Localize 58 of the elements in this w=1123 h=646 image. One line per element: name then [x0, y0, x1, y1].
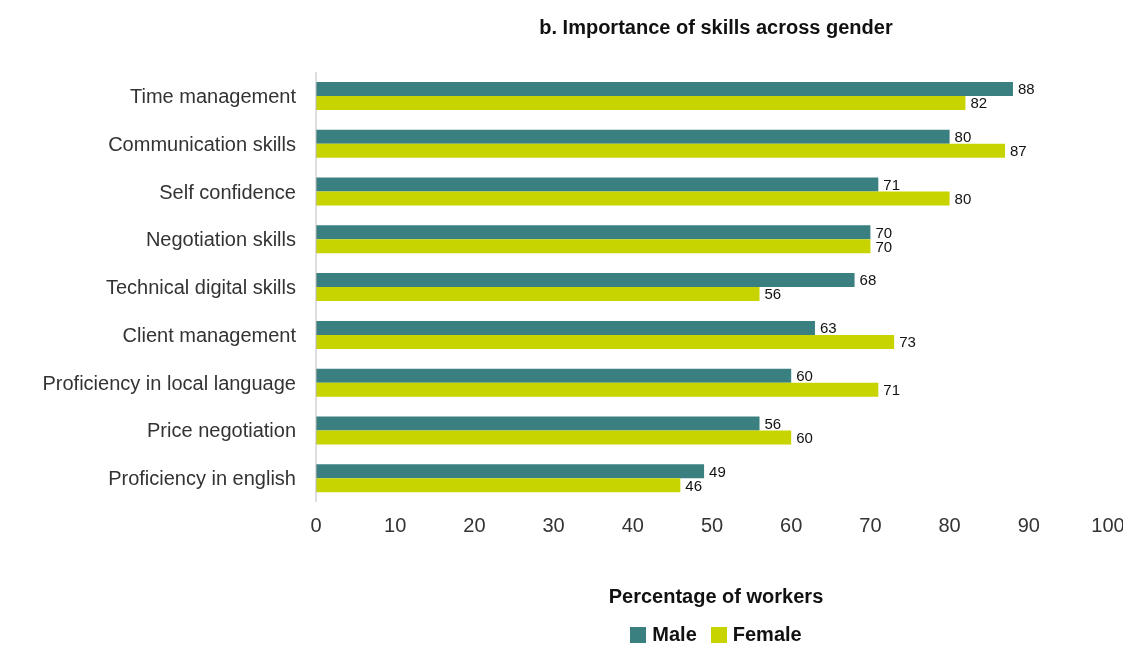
- x-tick-label: 20: [463, 514, 486, 537]
- x-tick-label: 80: [938, 514, 961, 537]
- x-tick-label: 90: [1017, 514, 1040, 537]
- y-tick-label: Time management: [130, 84, 297, 107]
- bar: [316, 82, 1013, 96]
- data-label: 46: [685, 476, 703, 494]
- bar: [316, 177, 879, 192]
- data-label: 63: [819, 319, 837, 337]
- x-tick-label: 40: [621, 514, 644, 537]
- x-tick-label: 30: [542, 514, 565, 537]
- x-tick-label: 50: [700, 514, 724, 537]
- bar: [316, 464, 705, 479]
- y-tick-label: Proficiency in english: [108, 467, 296, 490]
- y-tick-label: Proficiency in local language: [42, 371, 296, 394]
- x-tick-label: 0: [310, 514, 322, 537]
- bar: [316, 287, 760, 302]
- bar: [316, 382, 879, 397]
- data-label: 60: [796, 428, 813, 446]
- bar: [316, 191, 950, 206]
- data-label: 87: [1010, 142, 1027, 160]
- data-label: 68: [859, 271, 877, 289]
- bar: [316, 334, 895, 349]
- data-label: 71: [883, 380, 901, 398]
- y-tick-label: Technical digital skills: [105, 276, 296, 299]
- x-tick-label: 60: [780, 514, 803, 537]
- data-label: 56: [764, 285, 782, 303]
- bar: [316, 430, 792, 445]
- y-tick-label: Client management: [122, 323, 297, 346]
- y-tick-label: Communication skills: [108, 132, 296, 155]
- bar: [316, 320, 815, 335]
- bar: [316, 416, 760, 431]
- bar: [316, 239, 871, 254]
- data-label: 80: [954, 189, 972, 207]
- y-tick-label: Negotiation skills: [145, 228, 296, 251]
- bar: [316, 143, 1006, 158]
- chart-title: b. Importance of skills across gender: [538, 16, 894, 39]
- data-label: 49: [709, 462, 726, 480]
- data-label: 88: [1017, 80, 1035, 98]
- x-tick-label: 70: [859, 514, 882, 537]
- data-label: 56: [764, 414, 782, 432]
- y-tick-label: Self confidence: [159, 180, 296, 203]
- x-tick-label: 10: [384, 514, 407, 537]
- data-label: 80: [954, 128, 972, 146]
- bar: [316, 478, 681, 493]
- bar: [316, 96, 966, 110]
- bar: [316, 368, 792, 383]
- y-tick-label: Price negotiation: [147, 419, 296, 442]
- bar: [316, 225, 871, 240]
- data-label: 73: [899, 333, 916, 351]
- data-label: 60: [796, 366, 813, 384]
- legend-label: Male: [652, 623, 697, 646]
- x-tick-label: 100: [1091, 514, 1123, 537]
- legend-label: Female: [732, 623, 802, 646]
- x-axis-title: Percentage of workers: [607, 585, 825, 608]
- data-label: 82: [970, 94, 988, 112]
- bar: [316, 273, 855, 288]
- bar: [316, 129, 950, 144]
- data-label: 71: [883, 175, 901, 193]
